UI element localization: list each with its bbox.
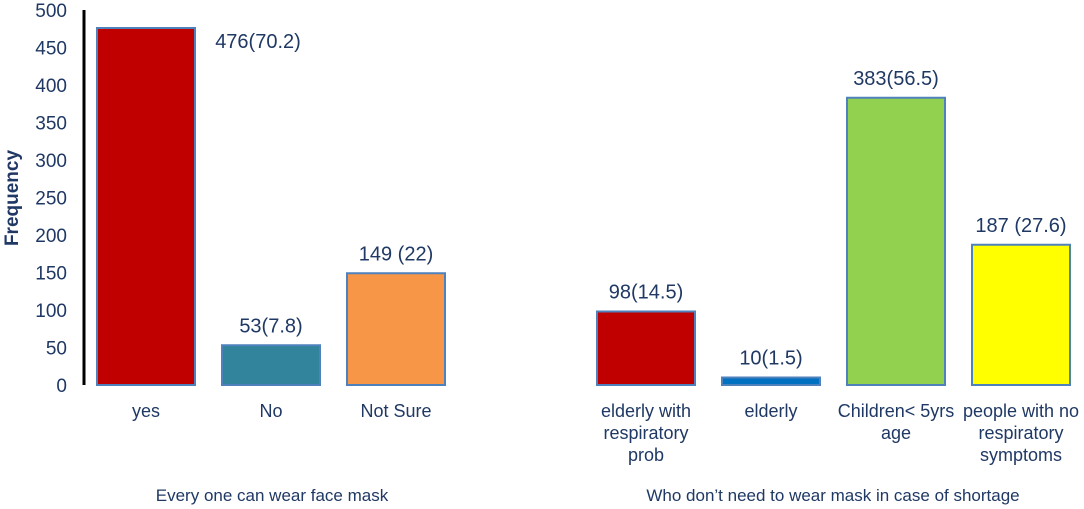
bar-children-5yrs-age	[846, 96, 946, 386]
bar-yes	[96, 27, 196, 386]
y-tick-label: 250	[35, 189, 67, 210]
category-label: elderly	[744, 401, 797, 421]
bar-not-sure	[346, 272, 446, 386]
group-label-face-mask: Every one can wear face mask	[156, 486, 389, 505]
category-label: respiratory	[978, 423, 1063, 443]
category-label: respiratory	[603, 423, 688, 443]
bars	[96, 27, 1071, 386]
category-label: elderly with	[601, 401, 691, 421]
y-tick-label: 350	[35, 114, 67, 135]
data-label: 476(70.2)	[215, 31, 301, 53]
data-label: 383(56.5)	[853, 68, 939, 90]
data-label: 53(7.8)	[239, 315, 302, 337]
y-tick-label: 200	[35, 226, 67, 247]
category-labels: yes No Not Sure elderly withrespiratoryprob…	[132, 401, 1079, 465]
group-label-mask-shortage: Who don’t need to wear mask in case of s…	[646, 486, 1019, 505]
y-tick-label: 100	[35, 301, 67, 322]
y-tick-label: 500	[35, 1, 67, 22]
category-label: Children< 5yrs	[838, 401, 955, 421]
bar-people-with-no-respiratory-symptoms	[971, 243, 1071, 386]
category-label: prob	[628, 445, 664, 465]
bar-elderly	[721, 376, 821, 386]
category-label: age	[881, 423, 911, 443]
y-tick-labels: 0 50 100 150 200 250 300 350 400 450 500	[35, 1, 67, 397]
data-label: 149 (22)	[359, 243, 434, 265]
data-labels: 476(70.2) 53(7.8) 149 (22) 98(14.5) 10(1.5) 3…	[215, 31, 1066, 370]
bar-elderly-with-respiratory-prob	[596, 310, 696, 386]
y-tick-label: 450	[35, 39, 67, 60]
category-label: yes	[132, 401, 160, 421]
category-label: people with no	[963, 401, 1079, 421]
y-axis-label: Frequency	[2, 150, 23, 247]
data-label: 98(14.5)	[609, 282, 684, 304]
y-tick-label: 0	[56, 376, 67, 397]
category-label: Not Sure	[360, 401, 431, 421]
y-tick-label: 400	[35, 76, 67, 97]
y-tick-label: 300	[35, 151, 67, 172]
data-label: 187 (27.6)	[975, 215, 1066, 237]
data-label: 10(1.5)	[739, 348, 802, 370]
bar-no	[221, 344, 321, 386]
category-label: symptoms	[980, 445, 1062, 465]
y-tick-label: 150	[35, 264, 67, 285]
category-label: No	[259, 401, 282, 421]
y-tick-label: 50	[46, 339, 67, 360]
